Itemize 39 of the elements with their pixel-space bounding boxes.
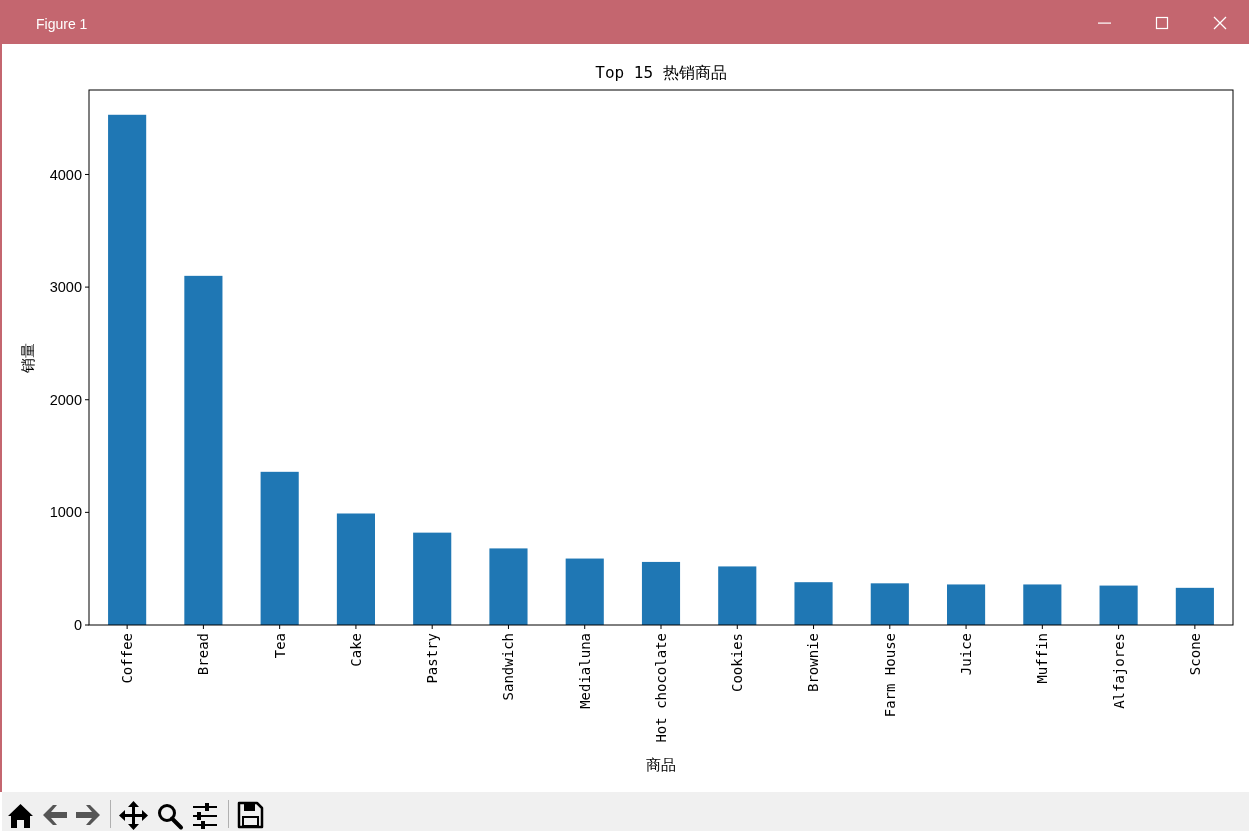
bar xyxy=(641,561,681,625)
x-tick-label: Cookies xyxy=(729,633,746,693)
y-tick-label: 3000 xyxy=(49,279,82,296)
bar xyxy=(184,275,223,625)
x-tick-label: Alfajores xyxy=(1110,633,1127,709)
bar xyxy=(794,582,833,625)
x-tick-label: Tea xyxy=(271,633,288,659)
y-tick-label: 2000 xyxy=(49,391,82,408)
bar xyxy=(565,558,604,625)
bar xyxy=(947,584,986,625)
y-axis-title: 销量 xyxy=(19,342,37,374)
bar xyxy=(1099,585,1138,625)
bar xyxy=(489,548,528,625)
x-tick-label: Muffin xyxy=(1034,633,1051,684)
x-tick-label: Pastry xyxy=(424,633,441,684)
bar xyxy=(108,114,147,625)
x-tick-label: Juice xyxy=(957,633,974,676)
x-tick-label: Coffee xyxy=(119,633,136,684)
bar xyxy=(870,583,909,625)
x-tick-label: Hot chocolate xyxy=(652,633,669,743)
caption: Figure 1 xyxy=(36,16,88,32)
y-tick-label: 4000 xyxy=(49,166,82,183)
x-axis-title: 商品 xyxy=(646,756,676,774)
x-tick-label: Farm House xyxy=(881,633,898,718)
y-tick-label: 0 xyxy=(73,617,82,634)
x-tick-label: Cake xyxy=(347,633,364,667)
x-tick-label: Scone xyxy=(1186,633,1203,676)
y-tick-label: 1000 xyxy=(49,504,82,521)
x-tick-label: Medialuna xyxy=(576,633,593,709)
x-tick-label: Brownie xyxy=(805,633,822,693)
bar xyxy=(336,513,375,625)
bar xyxy=(718,566,757,625)
bar xyxy=(1023,584,1062,625)
bar xyxy=(1175,587,1214,625)
x-tick-label: Bread xyxy=(195,633,212,676)
chart-title: Top 15 热销商品 xyxy=(595,63,727,82)
x-tick-label: Sandwich xyxy=(500,633,517,701)
bar xyxy=(413,532,452,625)
bar xyxy=(260,471,299,625)
